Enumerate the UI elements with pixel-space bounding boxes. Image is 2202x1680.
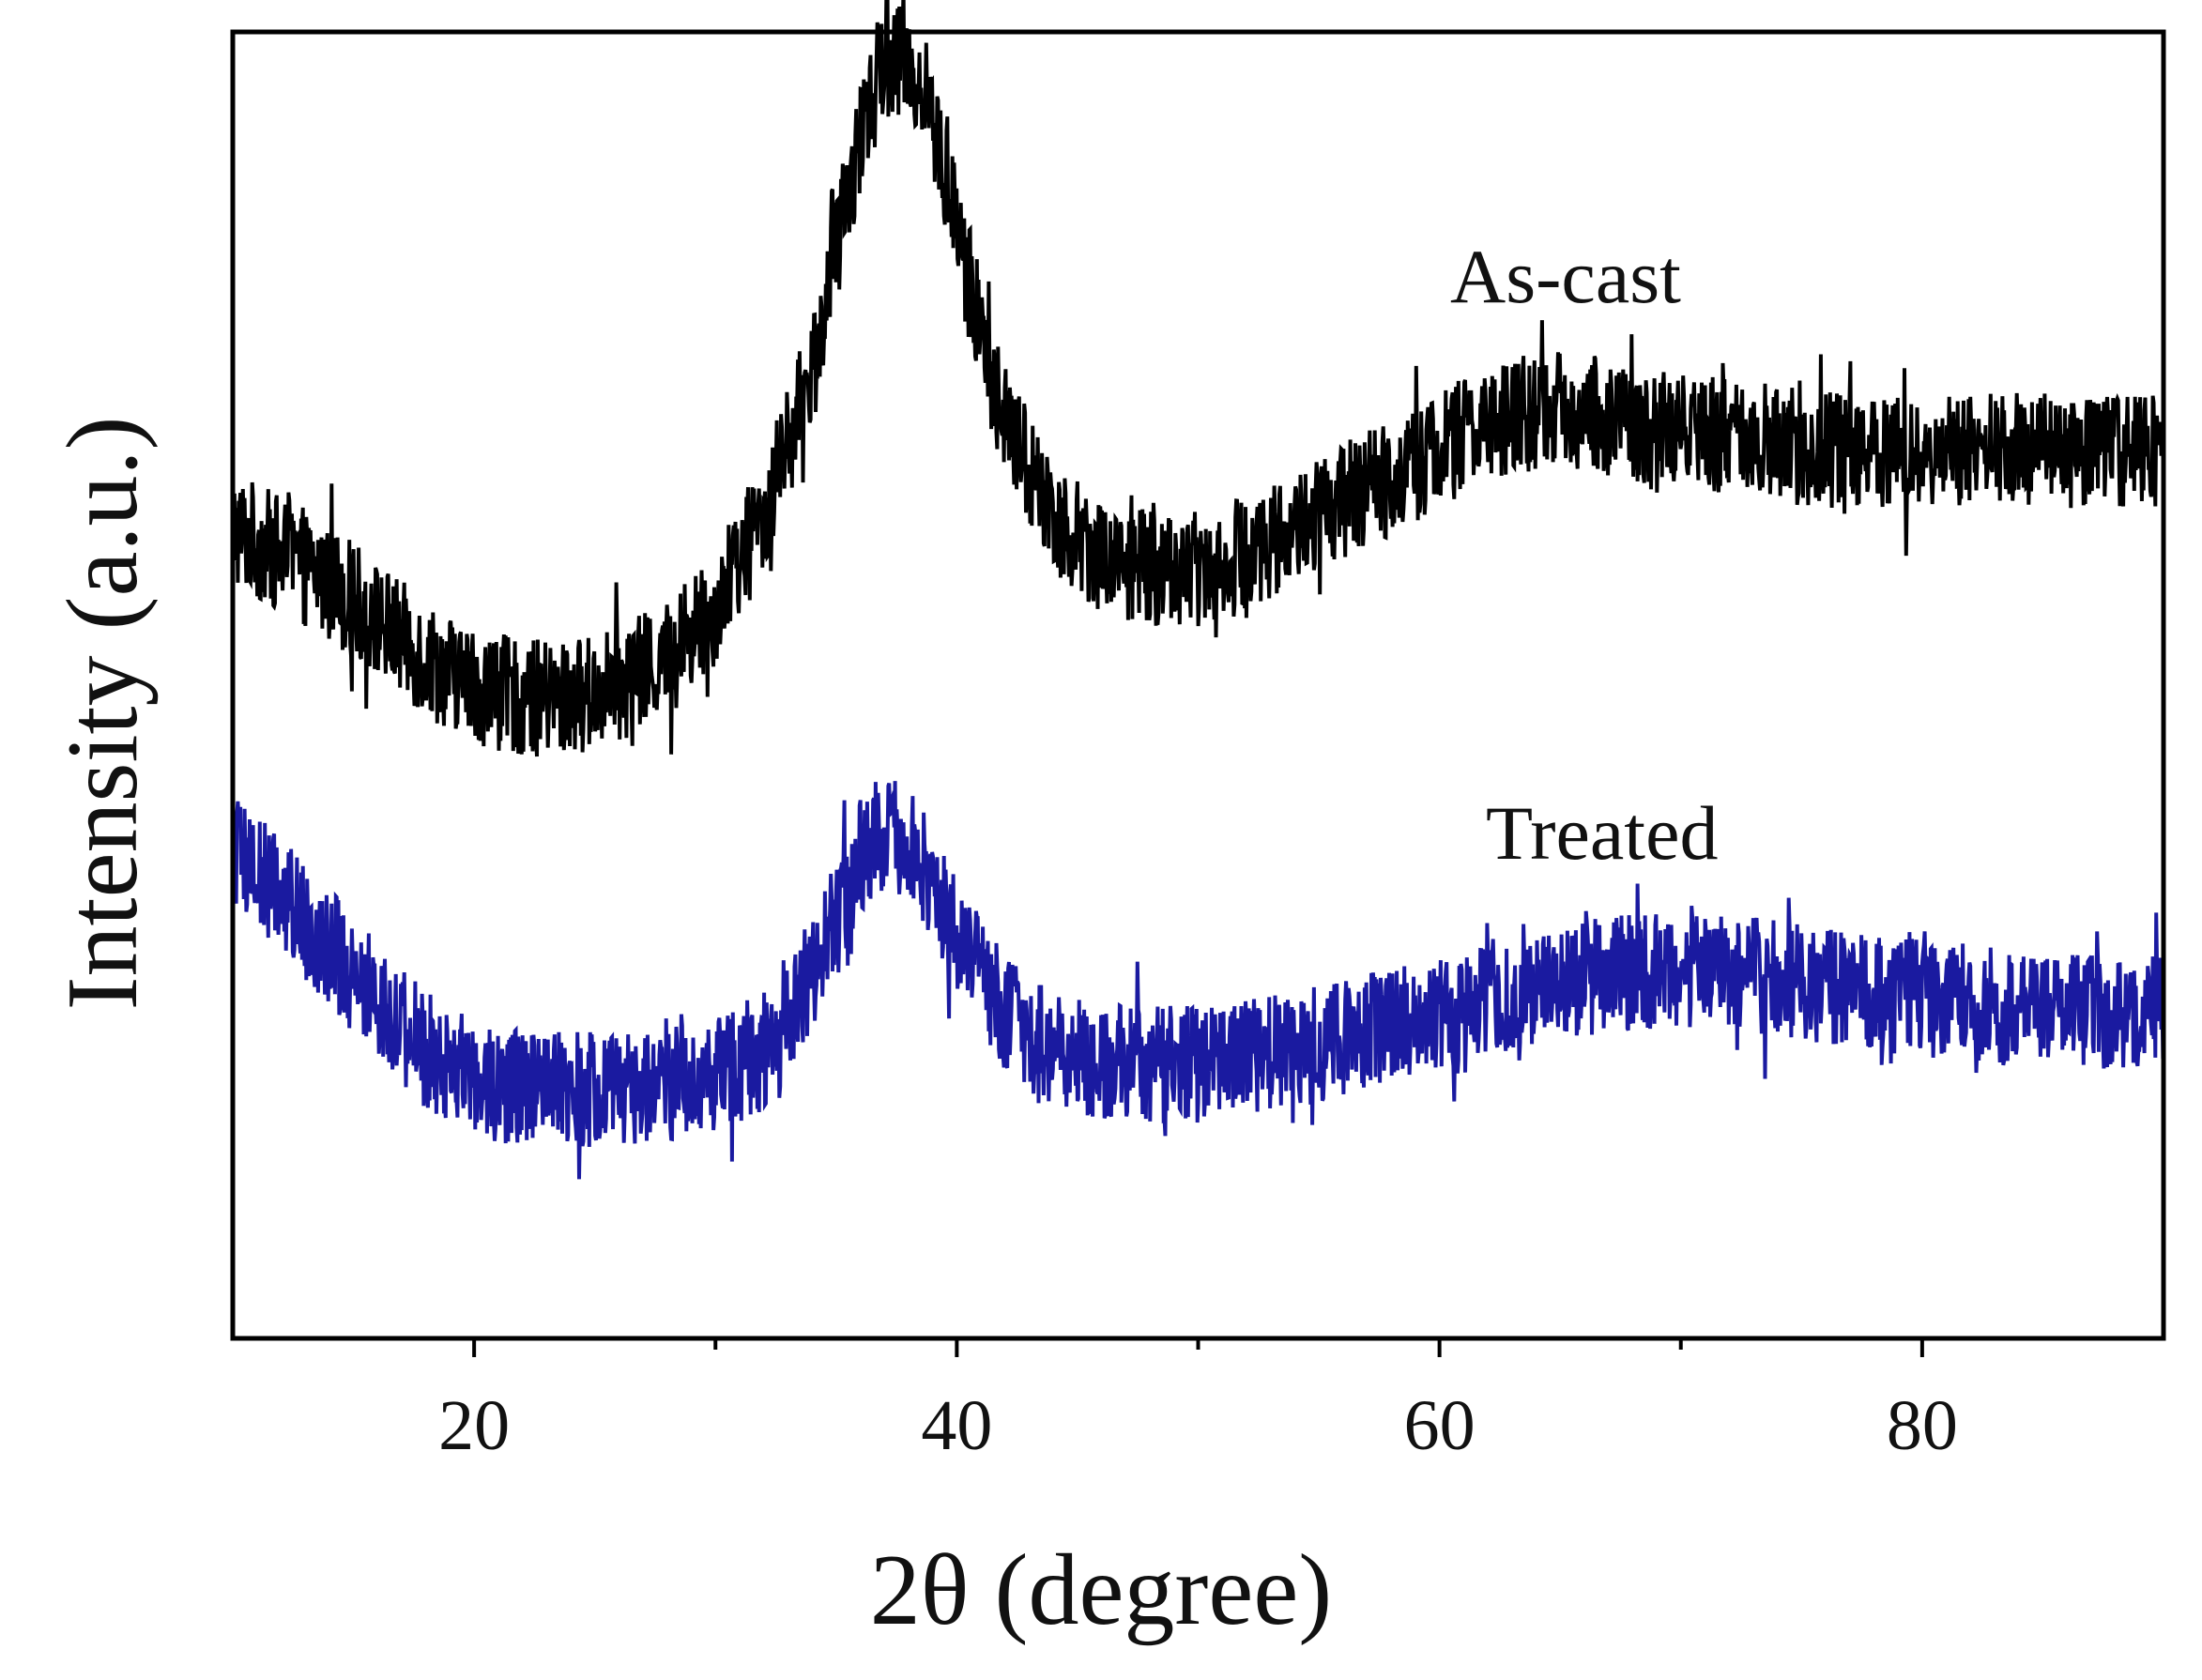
series-label-as-cast: As-cast: [1450, 234, 1681, 319]
x-tick-label-60: 60: [1404, 1386, 1476, 1465]
y-axis-title: Intensity (a.u.): [47, 417, 159, 1011]
x-axis-title: 2θ (degree): [870, 1535, 1332, 1646]
x-tick-label-80: 80: [1887, 1386, 1958, 1465]
series-line-treated: [231, 781, 2165, 1180]
series-line-as-cast: [231, 0, 2165, 757]
tick-layer: 20 40 60 80: [438, 1338, 1958, 1465]
x-tick-label-20: 20: [438, 1386, 510, 1465]
series-layer: [231, 0, 2165, 1180]
series-label-treated: Treated: [1486, 790, 1718, 876]
x-tick-label-40: 40: [921, 1386, 992, 1465]
